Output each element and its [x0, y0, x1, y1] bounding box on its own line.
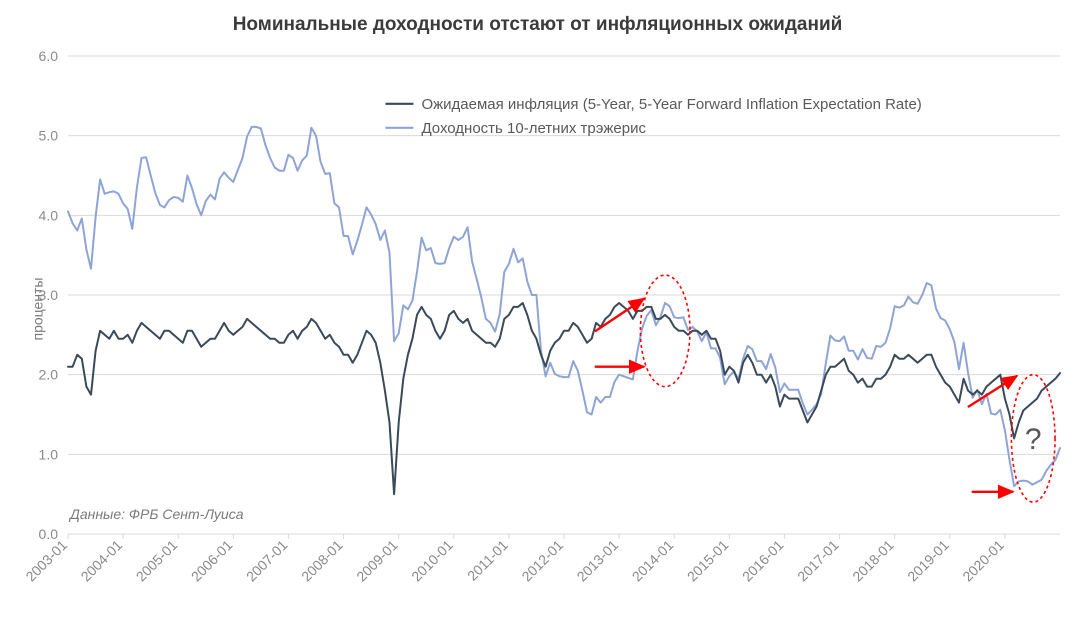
- x-tick-label: 2013-01: [574, 537, 622, 585]
- x-tick-label: 2003-01: [22, 537, 70, 585]
- x-tick-label: 2012-01: [518, 537, 566, 585]
- x-tick-label: 2008-01: [298, 537, 346, 585]
- x-tick-label: 2010-01: [408, 537, 456, 585]
- x-tick-label: 2014-01: [629, 537, 677, 585]
- x-tick-label: 2015-01: [684, 537, 732, 585]
- x-tick-label: 2018-01: [849, 537, 897, 585]
- x-tick-label: 2011-01: [464, 537, 511, 584]
- x-tick-label: 2006-01: [188, 537, 236, 585]
- y-tick-label: 5.0: [39, 128, 59, 144]
- legend-label: Ожидаемая инфляция (5-Year, 5-Year Forwa…: [421, 96, 921, 113]
- x-tick-label: 2007-01: [243, 537, 291, 585]
- x-tick-label: 2017-01: [794, 537, 842, 585]
- series-yield10y: [68, 127, 1060, 486]
- y-tick-label: 3.0: [39, 287, 59, 303]
- y-tick-label: 6.0: [39, 48, 59, 64]
- series-infl5y5y: [68, 303, 1060, 494]
- x-tick-label: 2019-01: [904, 537, 952, 585]
- y-tick-label: 2.0: [39, 367, 59, 383]
- y-tick-label: 1.0: [39, 446, 59, 462]
- x-tick-label: 2009-01: [353, 537, 401, 585]
- chart-svg: 0.01.02.03.04.05.06.02003-012004-012005-…: [0, 0, 1075, 617]
- x-tick-label: 2020-01: [959, 537, 1007, 585]
- annotation-question-mark: ?: [1025, 423, 1042, 456]
- y-tick-label: 4.0: [39, 207, 59, 223]
- chart-container: Номинальные доходности отстают от инфляц…: [0, 0, 1075, 617]
- x-tick-label: 2004-01: [78, 537, 126, 585]
- x-tick-label: 2005-01: [133, 537, 181, 585]
- x-tick-label: 2016-01: [739, 537, 787, 585]
- legend-label: Доходность 10-летних трэжерис: [421, 120, 646, 137]
